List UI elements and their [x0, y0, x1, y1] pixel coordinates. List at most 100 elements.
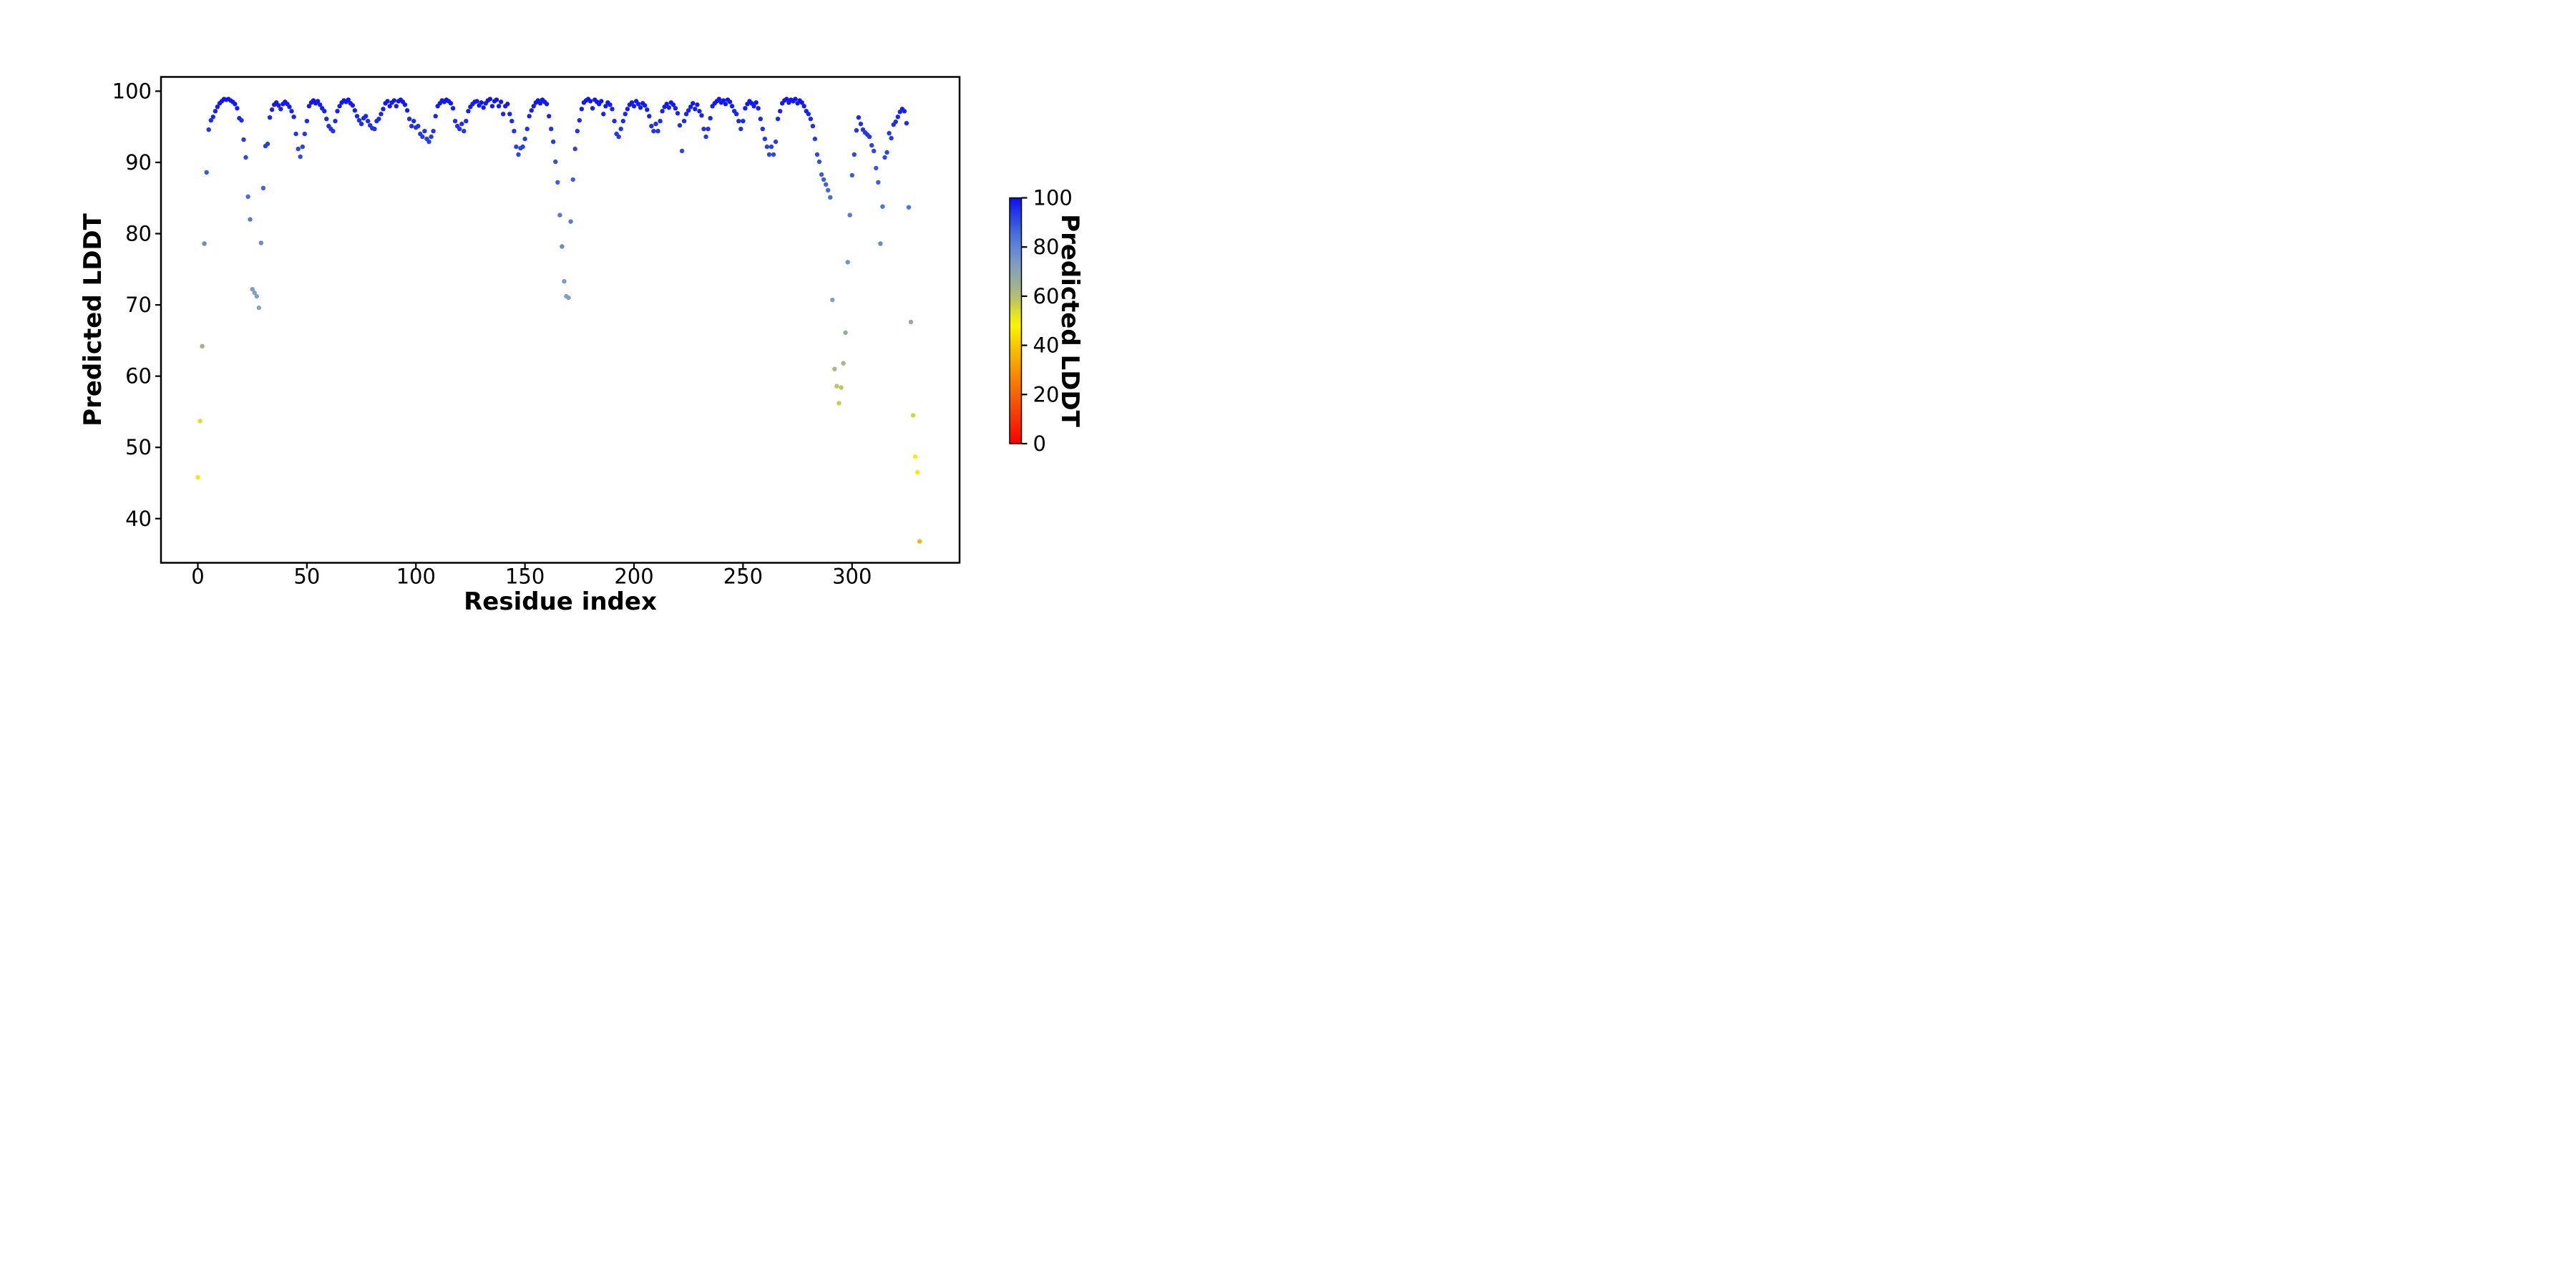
data-point — [512, 129, 517, 134]
data-point — [778, 109, 783, 114]
data-point — [391, 98, 396, 103]
data-point — [693, 107, 698, 112]
data-point — [509, 119, 514, 124]
data-point — [706, 127, 711, 132]
data-point — [575, 129, 580, 134]
data-point — [335, 109, 340, 114]
data-point — [267, 115, 273, 120]
data-point — [904, 121, 909, 126]
data-point — [699, 113, 704, 118]
data-point — [649, 124, 654, 129]
data-point — [487, 97, 493, 102]
data-point — [431, 129, 436, 134]
data-point — [248, 217, 253, 222]
data-point — [878, 241, 883, 246]
data-point — [529, 108, 534, 113]
data-point — [915, 469, 920, 475]
data-point — [254, 293, 259, 299]
data-point — [448, 101, 454, 106]
data-point — [856, 115, 862, 120]
data-point — [736, 119, 741, 124]
data-point — [381, 107, 386, 112]
data-point — [608, 102, 613, 107]
data-point — [522, 136, 527, 142]
colorbar-tick-label: 0 — [1033, 431, 1046, 456]
data-point — [302, 131, 307, 137]
data-point — [824, 182, 829, 187]
data-point — [762, 136, 768, 142]
data-point — [258, 240, 264, 245]
data-point — [420, 134, 425, 140]
y-tick-label: 50 — [125, 435, 152, 459]
data-point — [701, 127, 706, 132]
colorbar — [1009, 197, 1023, 444]
data-point — [376, 117, 381, 122]
y-tick-label: 80 — [125, 222, 152, 246]
data-point — [537, 101, 543, 106]
data-point — [372, 127, 377, 132]
x-tick-label: 100 — [396, 565, 436, 589]
data-point — [773, 139, 779, 145]
data-point — [683, 112, 689, 117]
data-point — [651, 129, 656, 134]
colorbar-tick-label: 100 — [1033, 186, 1073, 210]
data-point — [208, 118, 213, 123]
data-point — [775, 117, 781, 122]
data-point — [516, 152, 521, 157]
data-point — [691, 101, 696, 106]
data-point — [256, 305, 261, 311]
data-point — [601, 112, 606, 117]
colorbar-tick-label: 80 — [1033, 235, 1060, 259]
data-point — [887, 131, 892, 136]
plddt-figure: 0 50 100 150 200 250 300 40 50 60 70 80 90 100 100 80 60… — [0, 0, 1288, 644]
data-point — [204, 170, 209, 175]
data-point — [695, 102, 700, 107]
data-point — [555, 180, 560, 185]
data-point — [544, 102, 550, 107]
data-point — [686, 108, 691, 113]
data-point — [404, 108, 410, 113]
data-point — [304, 119, 310, 124]
data-point — [479, 100, 484, 105]
data-point — [590, 106, 595, 111]
x-tick-label: 50 — [293, 565, 320, 589]
data-point — [570, 177, 575, 182]
data-point — [599, 99, 604, 104]
data-point — [354, 114, 360, 119]
data-point — [568, 219, 573, 224]
data-point — [356, 118, 362, 123]
data-point — [760, 127, 766, 132]
data-point — [520, 144, 525, 150]
data-point — [300, 144, 305, 150]
data-point — [322, 109, 327, 114]
data-point — [200, 343, 205, 348]
data-point — [496, 104, 502, 109]
data-point — [616, 134, 621, 140]
data-point — [843, 330, 848, 336]
data-point — [906, 205, 912, 210]
data-point — [337, 104, 342, 109]
data-point — [810, 124, 816, 129]
data-point — [210, 114, 215, 119]
data-point — [241, 137, 246, 142]
data-point — [612, 119, 617, 124]
data-point — [514, 144, 519, 150]
data-point — [743, 106, 748, 111]
data-point — [893, 119, 898, 125]
data-point — [352, 108, 358, 113]
data-point — [638, 105, 643, 110]
data-point — [801, 104, 806, 109]
data-point — [688, 104, 693, 109]
data-point — [197, 419, 203, 424]
data-point — [635, 102, 641, 107]
data-point — [849, 172, 855, 178]
data-point — [433, 114, 438, 119]
data-point — [729, 104, 735, 109]
data-point — [560, 244, 565, 249]
data-point — [673, 106, 678, 111]
data-point — [358, 122, 364, 127]
data-point — [215, 104, 220, 109]
data-point — [666, 105, 671, 110]
data-point — [895, 114, 901, 119]
data-point — [758, 117, 763, 122]
